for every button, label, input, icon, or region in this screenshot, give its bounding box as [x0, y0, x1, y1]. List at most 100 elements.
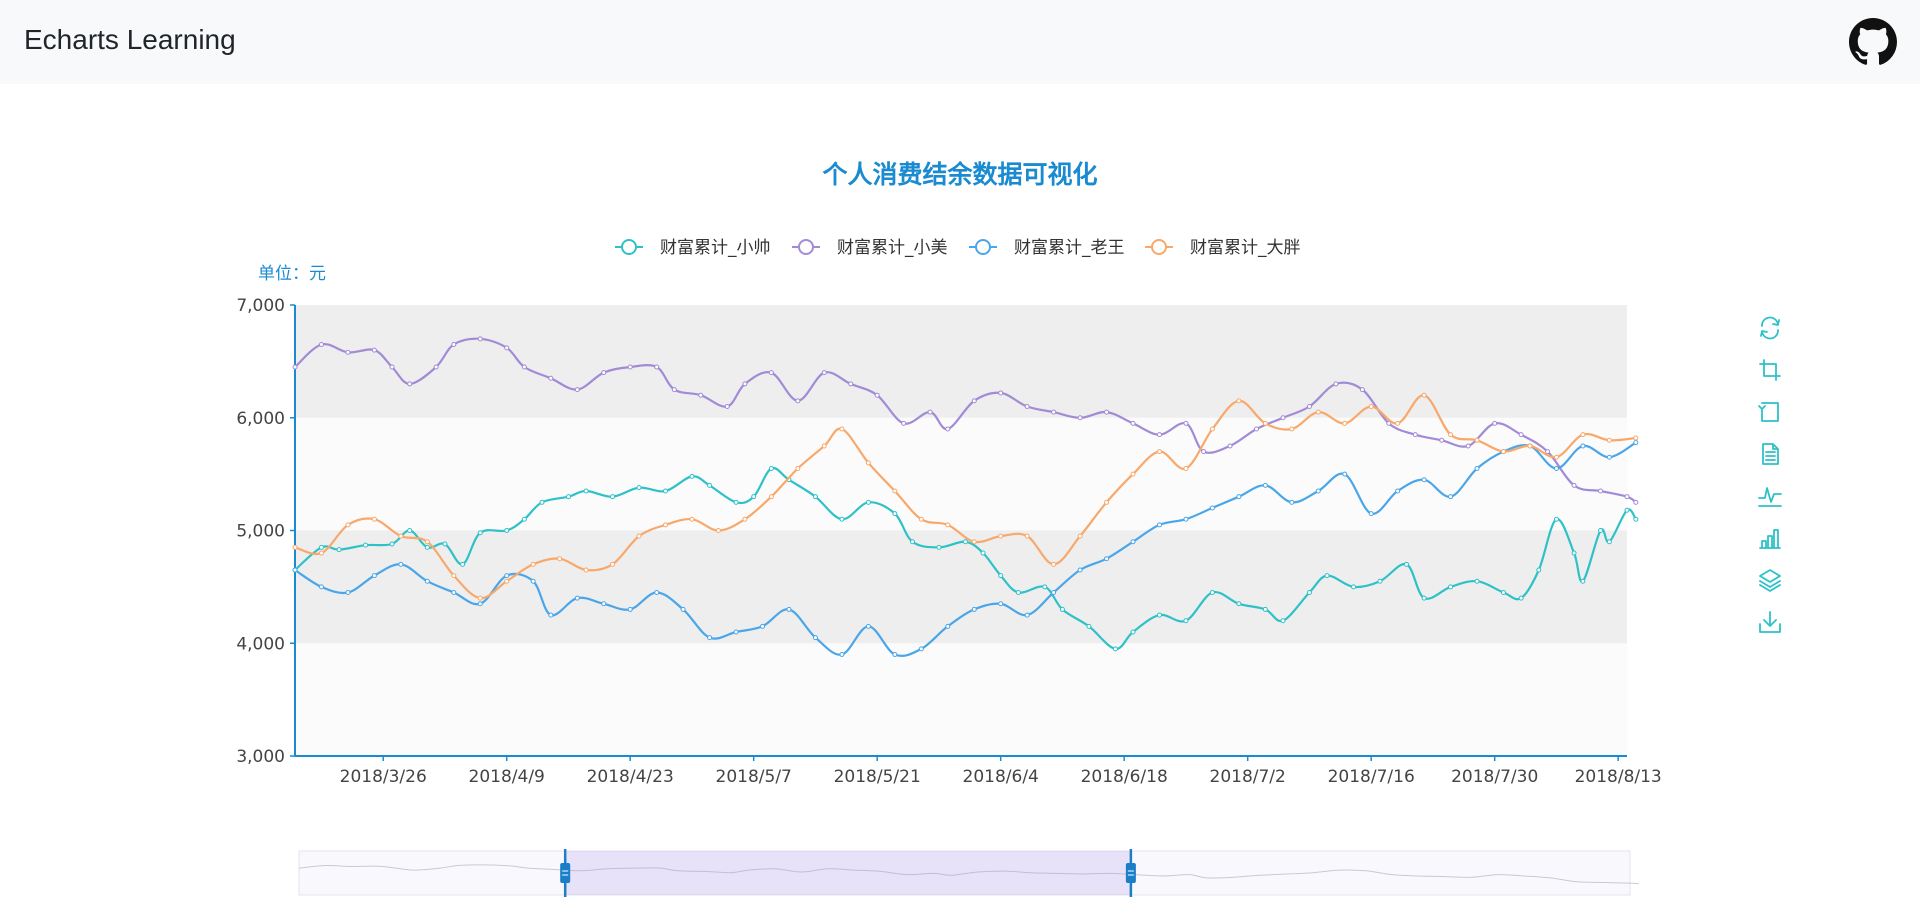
data-point[interactable]: [1130, 629, 1136, 635]
data-point[interactable]: [451, 573, 457, 579]
data-point[interactable]: [504, 578, 510, 584]
data-point[interactable]: [389, 364, 395, 370]
data-point[interactable]: [1403, 561, 1409, 567]
zoom-selection[interactable]: [565, 851, 1131, 895]
data-point[interactable]: [601, 601, 607, 607]
data-point[interactable]: [839, 516, 845, 522]
data-point[interactable]: [610, 494, 616, 500]
data-point[interactable]: [477, 601, 483, 607]
data-point[interactable]: [1104, 556, 1110, 562]
data-point[interactable]: [1527, 443, 1533, 449]
data-point[interactable]: [1104, 409, 1110, 415]
data-point[interactable]: [1598, 528, 1604, 533]
data-point[interactable]: [292, 544, 298, 550]
data-point[interactable]: [407, 381, 413, 387]
data-point[interactable]: [318, 584, 324, 590]
data-point[interactable]: [654, 590, 660, 596]
data-point[interactable]: [945, 623, 951, 629]
data-point[interactable]: [945, 522, 951, 528]
legend-item[interactable]: 财富累计_老王: [969, 238, 1125, 258]
data-point[interactable]: [1377, 578, 1383, 584]
data-point[interactable]: [1315, 488, 1321, 494]
data-point[interactable]: [1386, 420, 1392, 426]
data-point[interactable]: [1333, 381, 1339, 387]
data-point[interactable]: [1262, 482, 1268, 488]
data-point[interactable]: [424, 578, 430, 584]
data-point[interactable]: [671, 387, 677, 393]
data-point[interactable]: [1474, 437, 1480, 443]
data-point[interactable]: [1289, 426, 1295, 432]
data-point[interactable]: [424, 539, 430, 545]
data-point[interactable]: [1024, 533, 1030, 539]
data-point[interactable]: [865, 623, 871, 629]
data-point[interactable]: [892, 652, 898, 658]
data-point[interactable]: [389, 541, 395, 547]
data-point[interactable]: [1439, 437, 1445, 443]
data-point[interactable]: [504, 573, 510, 579]
data-point[interactable]: [1395, 488, 1401, 494]
data-point[interactable]: [1306, 403, 1312, 409]
data-point[interactable]: [662, 488, 668, 494]
legend-item[interactable]: 财富累计_小帅: [615, 238, 771, 258]
data-point[interactable]: [998, 573, 1004, 579]
data-point[interactable]: [724, 403, 730, 409]
data-point[interactable]: [998, 390, 1004, 396]
data-point[interactable]: [689, 516, 695, 522]
data-point[interactable]: [574, 387, 580, 393]
github-icon[interactable]: [1849, 18, 1897, 66]
data-point[interactable]: [1156, 522, 1162, 528]
data-point[interactable]: [1086, 623, 1092, 629]
legend-item[interactable]: 财富累计_小美: [792, 238, 948, 258]
data-point[interactable]: [1421, 477, 1427, 483]
stack-icon[interactable]: [1759, 569, 1781, 592]
data-point[interactable]: [1130, 471, 1136, 477]
data-point[interactable]: [865, 460, 871, 466]
data-point[interactable]: [680, 606, 686, 612]
data-point[interactable]: [1465, 443, 1471, 449]
data-point[interactable]: [1324, 573, 1330, 579]
data-point[interactable]: [583, 567, 589, 573]
data-point[interactable]: [601, 370, 607, 376]
data-point[interactable]: [424, 544, 430, 550]
data-point[interactable]: [1421, 595, 1427, 601]
data-point[interactable]: [689, 473, 695, 479]
data-point[interactable]: [627, 606, 633, 612]
data-point[interactable]: [1262, 420, 1268, 426]
data-point[interactable]: [1059, 606, 1065, 612]
data-point[interactable]: [460, 561, 466, 567]
data-point[interactable]: [371, 347, 377, 353]
data-point[interactable]: [1368, 511, 1374, 517]
data-point[interactable]: [1254, 426, 1260, 432]
data-point[interactable]: [795, 398, 801, 404]
data-point[interactable]: [1580, 578, 1586, 584]
data-point[interactable]: [1342, 420, 1348, 426]
data-point[interactable]: [292, 567, 298, 573]
data-point[interactable]: [636, 485, 642, 491]
data-point[interactable]: [610, 561, 616, 567]
data-point[interactable]: [521, 516, 527, 522]
data-point[interactable]: [971, 398, 977, 404]
data-point[interactable]: [812, 494, 818, 500]
data-point[interactable]: [1024, 403, 1030, 409]
data-point[interactable]: [1448, 494, 1454, 500]
data-point[interactable]: [1077, 533, 1083, 539]
data-point[interactable]: [1359, 387, 1365, 393]
data-point[interactable]: [1395, 420, 1401, 426]
data-point[interactable]: [1015, 590, 1021, 596]
data-zoom-slider[interactable]: [298, 849, 1639, 897]
data-point[interactable]: [1474, 578, 1480, 584]
data-point[interactable]: [821, 370, 827, 376]
data-point[interactable]: [768, 370, 774, 376]
data-point[interactable]: [451, 341, 457, 347]
data-point[interactable]: [1474, 465, 1480, 471]
data-point[interactable]: [1051, 590, 1057, 596]
data-point[interactable]: [892, 511, 898, 517]
data-point[interactable]: [1342, 471, 1348, 477]
data-point[interactable]: [318, 550, 324, 556]
data-point[interactable]: [1606, 454, 1612, 460]
data-point[interactable]: [504, 528, 510, 533]
data-point[interactable]: [936, 544, 942, 550]
data-point[interactable]: [345, 349, 351, 355]
data-point[interactable]: [557, 556, 563, 562]
data-point[interactable]: [662, 522, 668, 528]
